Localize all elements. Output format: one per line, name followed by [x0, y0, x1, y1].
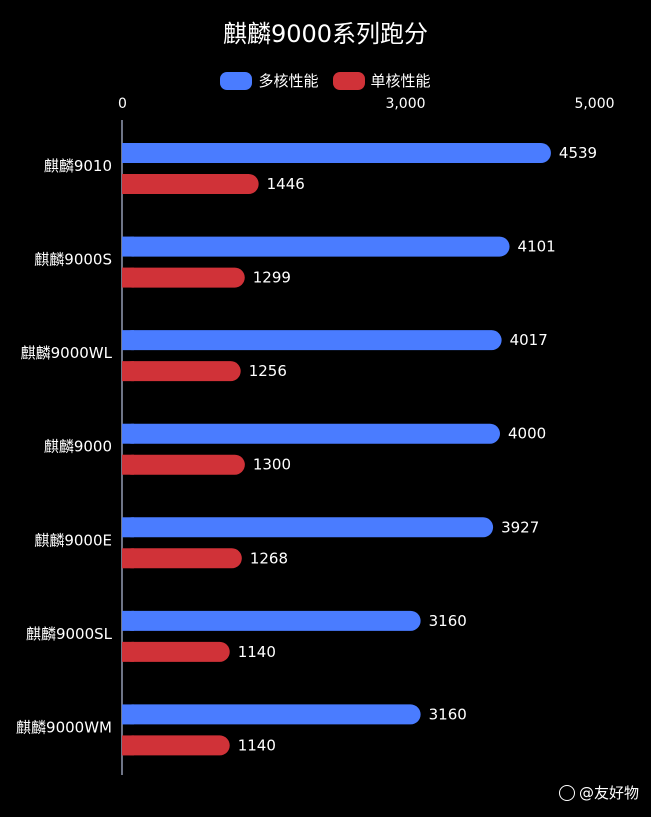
bar-singlecore-base	[122, 548, 134, 569]
bar-multicore-base	[122, 704, 134, 725]
legend: 多核性能 单核性能	[0, 70, 651, 91]
legend-label-multicore: 多核性能	[258, 72, 319, 90]
data-label: 1446	[267, 175, 305, 193]
x-tick-label: 5,000	[574, 96, 614, 112]
bar-multicore-base	[122, 143, 134, 163]
bar-multicore	[122, 610, 421, 631]
bar-multicore	[122, 143, 551, 163]
bar-singlecore-base	[122, 174, 134, 194]
data-label: 3927	[501, 518, 539, 536]
bar-singlecore	[122, 174, 259, 194]
data-label: 4539	[559, 144, 597, 162]
bar-multicore	[122, 423, 500, 444]
bar-multicore-base	[122, 423, 134, 444]
data-label: 1299	[253, 269, 291, 287]
category-label: 麒麟9000WM	[16, 718, 112, 736]
bar-multicore-base	[122, 517, 134, 538]
legend-swatch-multicore	[220, 71, 253, 90]
bar-singlecore-base	[122, 735, 134, 756]
data-label: 1140	[238, 736, 276, 754]
data-label: 1268	[250, 549, 288, 567]
bar-multicore	[122, 517, 494, 538]
bar-multicore-base	[122, 610, 134, 631]
legend-swatch-singlecore	[332, 71, 365, 90]
legend-item-singlecore[interactable]: 单核性能	[332, 70, 431, 91]
legend-item-multicore[interactable]: 多核性能	[220, 70, 319, 91]
data-label: 4101	[518, 238, 556, 256]
bar-multicore	[122, 330, 502, 351]
data-label: 1140	[238, 643, 276, 661]
category-label: 麒麟9000E	[34, 531, 112, 549]
bar-multicore	[122, 236, 510, 257]
category-label: 麒麟9000	[44, 438, 112, 456]
data-label: 1300	[253, 456, 291, 474]
data-label: 4000	[508, 425, 546, 443]
chart-title: 麒麟9000系列跑分	[222, 20, 429, 48]
bar-singlecore	[122, 548, 242, 569]
data-label: 1256	[249, 362, 287, 380]
weibo-icon	[558, 784, 575, 801]
bar-singlecore-base	[122, 361, 134, 382]
bar-singlecore	[122, 641, 230, 662]
bar-multicore-base	[122, 236, 134, 257]
watermark-text: @友好物	[578, 784, 639, 802]
data-label: 4017	[510, 331, 548, 349]
bar-singlecore	[122, 735, 230, 756]
x-tick-label: 3,000	[385, 96, 425, 112]
bar-multicore	[122, 704, 421, 725]
legend-label-singlecore: 单核性能	[370, 72, 431, 90]
bar-singlecore	[122, 454, 245, 475]
bar-multicore-base	[122, 330, 134, 351]
bar-singlecore	[122, 361, 241, 382]
category-label: 麒麟9000SL	[26, 625, 113, 643]
category-label: 麒麟9000S	[34, 251, 112, 269]
bar-singlecore	[122, 267, 245, 288]
bar-singlecore-base	[122, 641, 134, 662]
category-label: 麒麟9010	[44, 157, 112, 175]
category-label: 麒麟9000WL	[21, 344, 113, 362]
data-label: 3160	[429, 612, 467, 630]
x-tick-label: 0	[118, 96, 127, 112]
bar-singlecore-base	[122, 267, 134, 288]
bar-singlecore-base	[122, 454, 134, 475]
data-label: 3160	[429, 705, 467, 723]
watermark: @友好物	[558, 782, 639, 803]
